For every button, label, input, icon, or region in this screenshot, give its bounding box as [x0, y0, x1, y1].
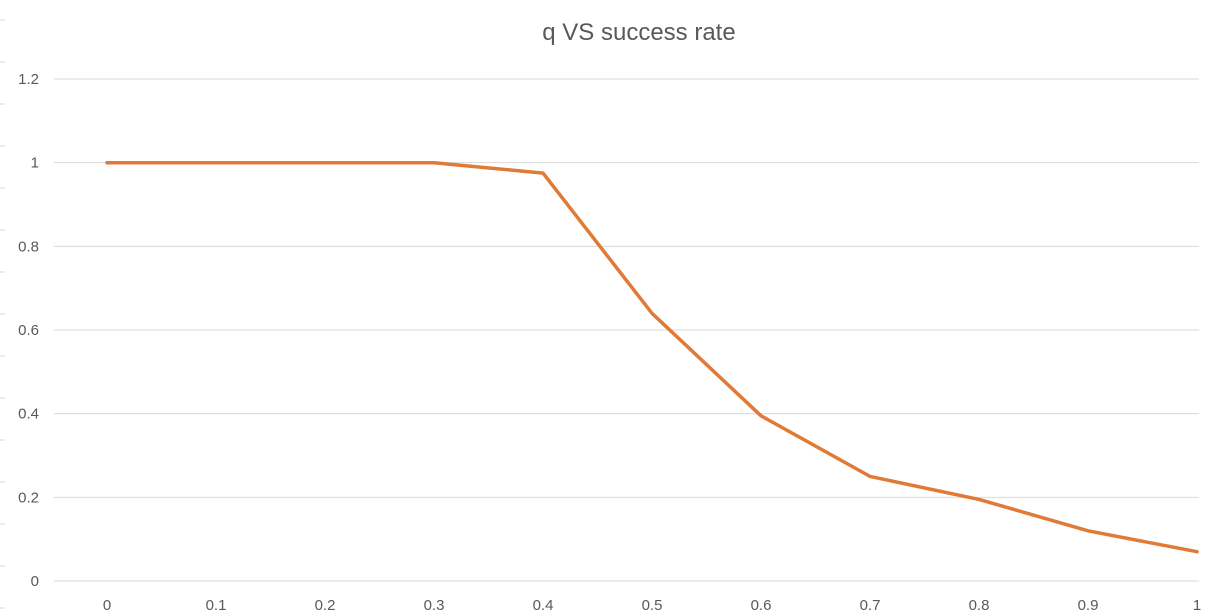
data-point	[105, 161, 109, 165]
y-axis-tick-labels: 0 0.2 0.4 0.6 0.8 1 1.2	[18, 71, 39, 590]
left-edge-ticks	[0, 19, 5, 609]
chart-title: q VS success rate	[542, 19, 735, 46]
data-point	[1086, 529, 1090, 533]
x-tick-label: 0.7	[860, 597, 881, 614]
x-tick-label: 0.5	[642, 597, 663, 614]
x-tick-label: 0.9	[1078, 597, 1099, 614]
y-tick-label: 0.6	[18, 322, 39, 339]
x-tick-label: 1	[1193, 597, 1201, 614]
data-point	[759, 414, 763, 418]
series-line	[105, 160, 1199, 554]
x-tick-label: 0.1	[206, 597, 227, 614]
y-tick-label: 1	[31, 155, 39, 172]
x-axis-tick-labels: 0 0.1 0.2 0.3 0.4 0.5 0.6 0.7 0.8 0.9 1	[103, 597, 1201, 614]
data-point	[214, 161, 218, 165]
y-tick-label: 0.8	[18, 238, 39, 255]
data-point	[650, 311, 654, 315]
y-tick-label: 1.2	[18, 71, 39, 88]
y-gridlines	[54, 78, 1199, 582]
data-point	[977, 497, 981, 501]
x-tick-label: 0.6	[751, 597, 772, 614]
x-tick-label: 0.8	[969, 597, 990, 614]
y-tick-label: 0.4	[18, 406, 39, 423]
x-tick-label: 0.2	[315, 597, 336, 614]
x-tick-label: 0.4	[533, 597, 554, 614]
series-group	[105, 160, 1199, 554]
data-point	[323, 161, 327, 165]
y-tick-label: 0.2	[18, 489, 39, 506]
x-tick-label: 0	[103, 597, 111, 614]
data-point	[432, 161, 436, 165]
y-tick-label: 0	[31, 573, 39, 590]
data-point	[868, 474, 872, 478]
data-point	[541, 171, 545, 175]
x-tick-label: 0.3	[424, 597, 445, 614]
data-point	[1195, 550, 1199, 554]
